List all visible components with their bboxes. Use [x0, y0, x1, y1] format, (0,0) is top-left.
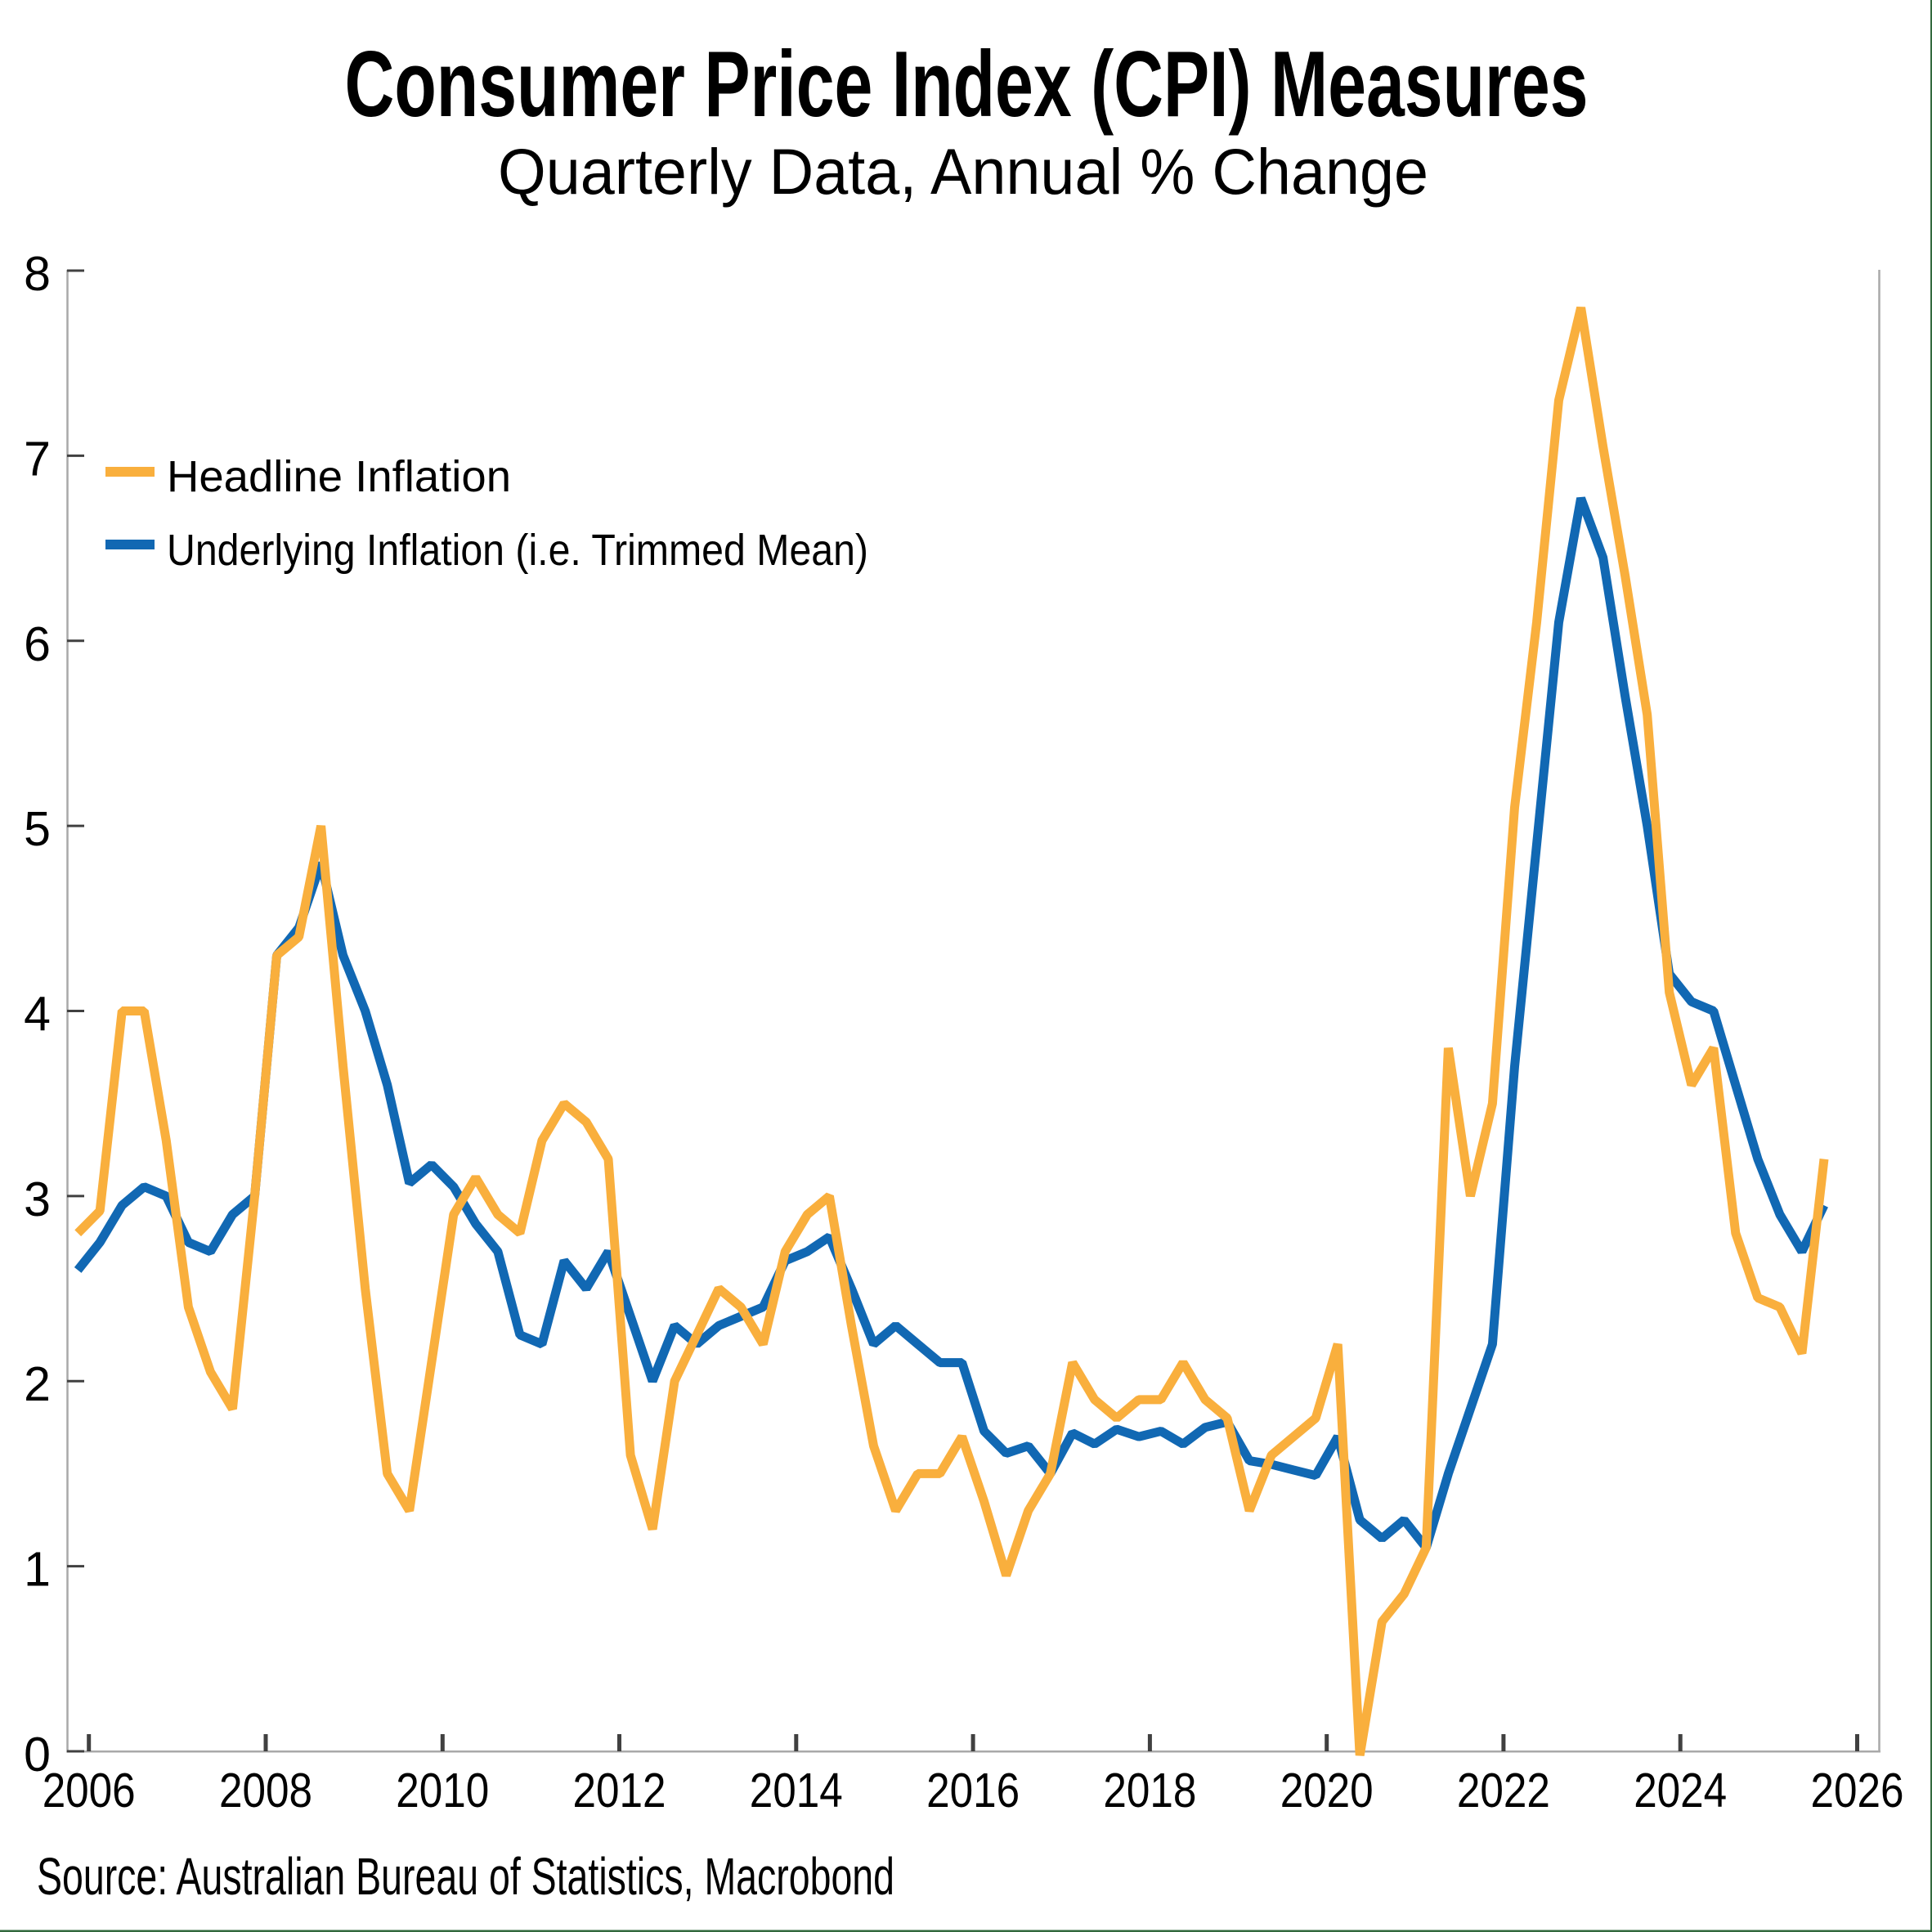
svg-text:2016: 2016 — [926, 1764, 1020, 1818]
svg-text:2014: 2014 — [750, 1764, 843, 1818]
svg-text:2008: 2008 — [219, 1764, 312, 1818]
svg-text:7: 7 — [24, 432, 51, 486]
svg-text:2010: 2010 — [396, 1764, 489, 1818]
svg-text:2020: 2020 — [1280, 1764, 1374, 1818]
svg-text:5: 5 — [24, 802, 51, 856]
svg-text:2026: 2026 — [1811, 1764, 1904, 1818]
svg-text:8: 8 — [24, 247, 51, 301]
svg-text:2006: 2006 — [43, 1764, 136, 1818]
svg-text:1: 1 — [24, 1543, 51, 1597]
svg-text:2022: 2022 — [1457, 1764, 1550, 1818]
svg-text:Underlying Inflation (i.e. Tri: Underlying Inflation (i.e. Trimmed Mean) — [167, 526, 868, 575]
svg-text:Quarterly Data, Annual % Chang: Quarterly Data, Annual % Change — [498, 135, 1428, 208]
svg-text:0: 0 — [24, 1728, 51, 1782]
svg-text:6: 6 — [24, 617, 51, 671]
svg-text:3: 3 — [24, 1172, 51, 1226]
svg-text:4: 4 — [24, 988, 51, 1042]
svg-text:2: 2 — [24, 1357, 51, 1411]
svg-text:2018: 2018 — [1103, 1764, 1196, 1818]
svg-text:Consumer Price Index (CPI) Mea: Consumer Price Index (CPI) Measures — [345, 33, 1589, 137]
svg-text:Headline Inflation: Headline Inflation — [167, 452, 511, 501]
svg-text:2012: 2012 — [573, 1764, 666, 1818]
svg-text:2024: 2024 — [1634, 1764, 1727, 1818]
svg-text:Source: Australian Bureau of S: Source: Australian Bureau of Statistics,… — [37, 1847, 894, 1906]
